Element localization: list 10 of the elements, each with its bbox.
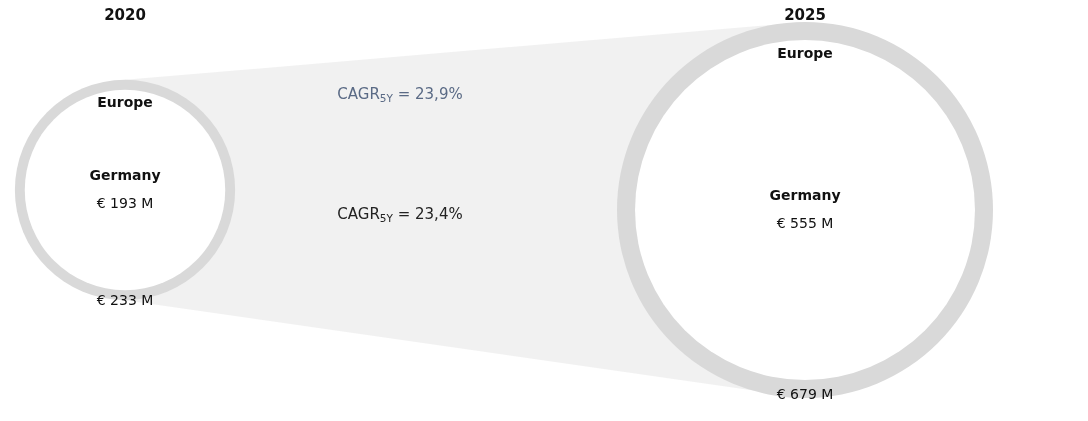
data-label: € 555 M <box>776 214 834 231</box>
series-label: Europe <box>97 94 153 111</box>
category-label: 2020 <box>104 5 146 24</box>
category-label: 2025 <box>784 5 826 24</box>
text: Germany <box>769 186 841 203</box>
data-label: € 679 M <box>776 385 834 402</box>
series-label: Germany <box>89 166 161 183</box>
data-label: € 233 M <box>96 291 154 308</box>
text: Europe <box>777 44 833 61</box>
data-label: € 193 M <box>96 194 154 211</box>
